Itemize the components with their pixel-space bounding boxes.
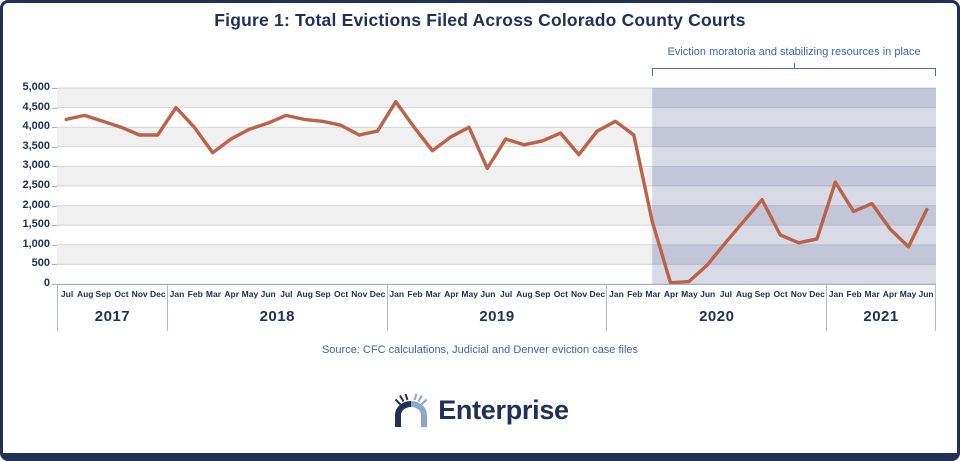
month-label: Dec [809,289,825,299]
month-label: Dec [589,289,606,299]
y-tick-mark [52,107,57,109]
month-label: Feb [627,289,643,299]
month-label: Nov [571,289,588,299]
month-label: Jul [719,289,733,299]
month-label: Jan [389,289,405,299]
month-label: Apr [882,289,898,299]
month-label: Nov [351,289,368,299]
year-label: 2020 [699,308,735,325]
month-label: Feb [407,289,423,299]
enterprise-logo: Enterprise [0,392,960,428]
month-label: Feb [846,289,862,299]
bracket-center-tick [794,63,796,69]
moratoria-annotation-label: Eviction moratoria and stabilizing resou… [667,46,921,58]
month-label: Jul [60,289,74,299]
y-tick-label: 4,000 [22,120,50,133]
y-tick-mark [52,166,57,168]
month-label: Sep [315,289,331,299]
month-label: Sep [95,289,112,299]
month-label: May [899,289,917,299]
month-label: Jun [918,289,934,299]
month-label: Jun [480,289,496,299]
month-label: Jun [700,289,716,299]
month-label: Jul [280,289,293,299]
moratoria-bracket [652,63,936,76]
year-group-2017: Jul Aug Sep Oct Nov Dec 2017 [57,285,167,331]
month-label: Apr [663,289,679,299]
y-tick-mark [52,127,57,129]
y-tick-label: 3,000 [22,159,50,172]
month-label: Aug [76,289,94,299]
month-label: May [681,289,698,299]
y-tick-mark [52,205,57,207]
y-tick-label: 2,000 [22,198,50,211]
month-label: Jan [828,289,844,299]
month-label: Mar [864,289,880,299]
y-tick-mark [52,88,57,89]
month-label: Sep [754,289,771,299]
x-axis: Jul Aug Sep Oct Nov Dec 2017 Jan Feb Mar Apr May Jun… [57,284,936,331]
figure-title: Figure 1: Total Evictions Filed Across C… [214,10,746,30]
month-label: Mar [425,289,441,299]
month-label: Jan [609,289,624,299]
month-label: Oct [114,289,129,299]
y-tick-label: 2,500 [22,179,50,191]
month-label: Aug [516,289,533,299]
month-label: Jul [500,289,513,299]
month-label: May [241,289,259,299]
month-label: Nov [131,289,148,299]
y-tick-mark [52,186,57,187]
month-label: May [461,289,478,299]
y-tick-label: 500 [31,257,50,270]
month-label: Aug [296,289,313,299]
year-group-2018: Jan Feb Mar Apr May Jun Jul Aug Sep Oct Nov Dec 2018 [166,285,387,331]
month-label: Oct [334,289,349,299]
month-label: Feb [187,289,203,299]
month-label: Oct [773,289,788,299]
y-tick-label: 0 [43,277,50,289]
y-tick-mark [52,264,57,266]
y-tick-mark [52,146,57,148]
year-group-2021: Jan Feb Mar Apr May Jun 2021 [826,285,936,331]
year-label: 2017 [94,308,131,325]
y-tick-label: 3,500 [22,139,50,152]
y-tick-label: 5,000 [22,81,50,93]
month-label: Apr [224,289,240,299]
y-tick-label: 1,000 [22,237,50,250]
year-label: 2019 [479,308,515,325]
year-label: 2021 [863,308,899,325]
month-label: Mar [205,289,222,299]
year-label: 2018 [259,308,295,325]
month-label: Mar [645,289,661,299]
year-group-2020: Jan Feb Mar Apr May Jun Jul Aug Sep Oct Nov Dec 2020 [606,285,826,331]
evictions-series-line [64,100,929,285]
y-tick-mark [52,225,57,227]
month-label: Sep [534,289,551,299]
month-label: Apr [444,289,459,299]
month-label: Nov [790,289,807,299]
y-tick-mark [52,244,57,246]
y-tick-mark [52,284,57,285]
y-tick-label: 4,500 [22,100,50,113]
logo-wordmark: Enterprise [438,394,569,425]
month-label: Aug [735,289,753,299]
source-note: Source: CFC calculations, Judicial and D… [321,344,639,356]
month-label: Dec [149,289,166,299]
evictions-line-chart [57,87,936,285]
year-group-2019: Jan Feb Mar Apr May Jun Jul Aug Sep Oct Nov Dec 2019 [386,285,607,331]
month-label: Dec [369,289,386,299]
month-label: Jan [169,289,185,299]
month-label: Oct [553,289,568,299]
month-label: Jun [260,289,276,299]
arch-sunburst-icon [395,393,428,427]
y-tick-label: 1,500 [22,218,50,231]
